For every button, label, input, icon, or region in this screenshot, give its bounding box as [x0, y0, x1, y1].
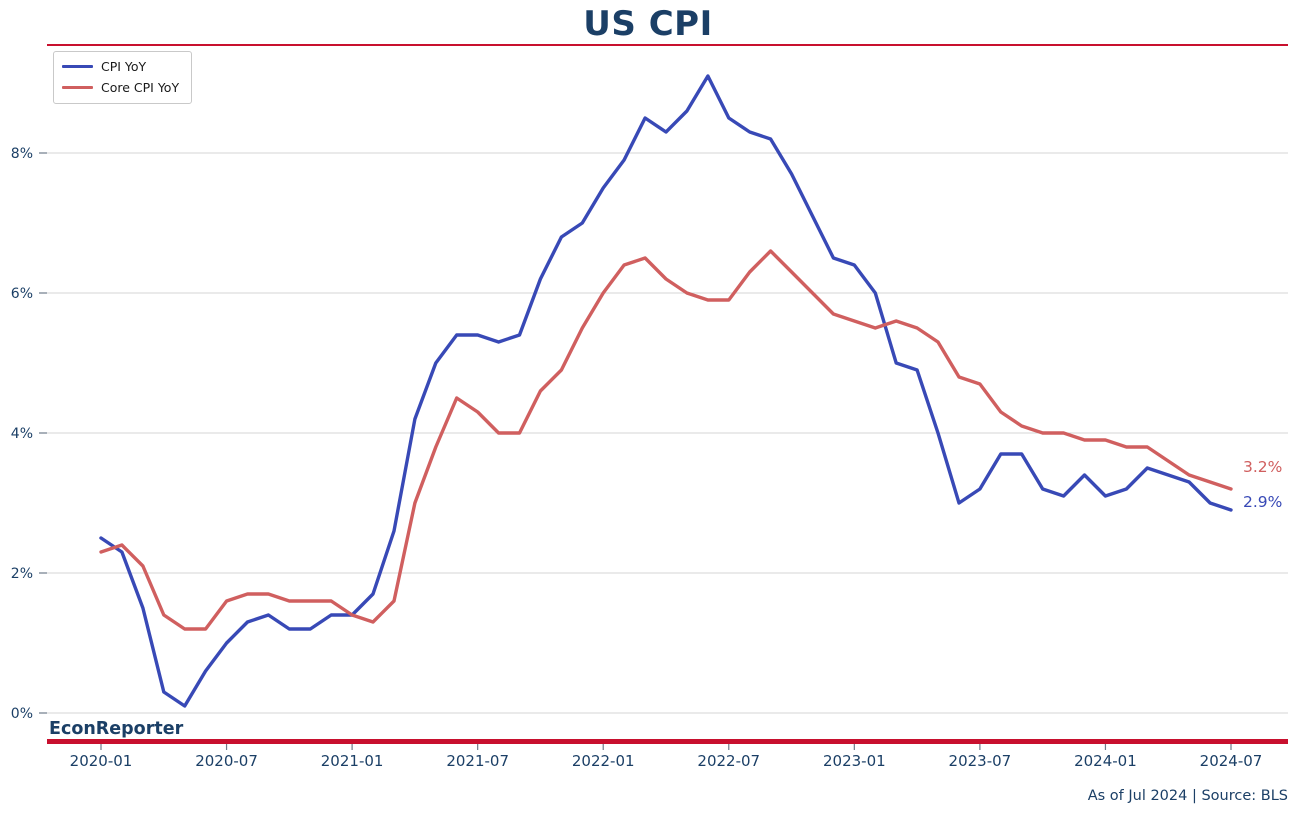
source-note: As of Jul 2024 | Source: BLS	[1087, 788, 1288, 804]
y-tick-label-8%: 8%	[11, 146, 33, 162]
econreporter-logo-text: EconReporter	[49, 719, 184, 739]
title-underline-rule	[47, 44, 1288, 46]
chart-legend: CPI YoY Core CPI YoY	[53, 51, 193, 104]
legend-item-core-cpi-yoy: Core CPI YoY	[62, 80, 179, 95]
series-line-core-cpi-yoy	[99, 249, 1233, 631]
x-tick-label-2022-01: 2022-01	[572, 752, 635, 770]
y-tick-label-6%: 6%	[11, 286, 33, 302]
x-tick-label-2020-07: 2020-07	[195, 752, 258, 770]
legend-item-cpi-yoy: CPI YoY	[62, 59, 179, 74]
x-tick-label-2020-01: 2020-01	[70, 752, 133, 770]
x-tick-label-2024-01: 2024-01	[1074, 752, 1137, 770]
chart-title: US CPI	[583, 4, 713, 44]
x-tick-label-2021-07: 2021-07	[446, 752, 509, 770]
y-tick-label-2%: 2%	[11, 566, 33, 582]
legend-label-core-cpi-yoy: Core CPI YoY	[101, 80, 180, 95]
y-tick-label-4%: 4%	[11, 426, 33, 442]
x-tick-label-2023-01: 2023-01	[823, 752, 886, 770]
x-tick-label-2023-07: 2023-07	[949, 752, 1012, 770]
x-tick-label-2022-07: 2022-07	[697, 752, 760, 770]
x-tick-label-2024-07: 2024-07	[1200, 752, 1263, 770]
core-cpi-last-value-label: 3.2%	[1243, 458, 1283, 476]
core-cpi-line-swatch	[62, 86, 93, 89]
x-tick-label-2021-01: 2021-01	[321, 752, 384, 770]
legend-label-cpi-yoy: CPI YoY	[101, 59, 147, 74]
series-line-cpi-yoy	[99, 74, 1233, 708]
cpi-last-value-label: 2.9%	[1243, 493, 1283, 511]
brand-footer-rule	[47, 739, 1288, 744]
y-tick-label-0%: 0%	[11, 706, 33, 722]
cpi-line-swatch	[62, 65, 93, 68]
